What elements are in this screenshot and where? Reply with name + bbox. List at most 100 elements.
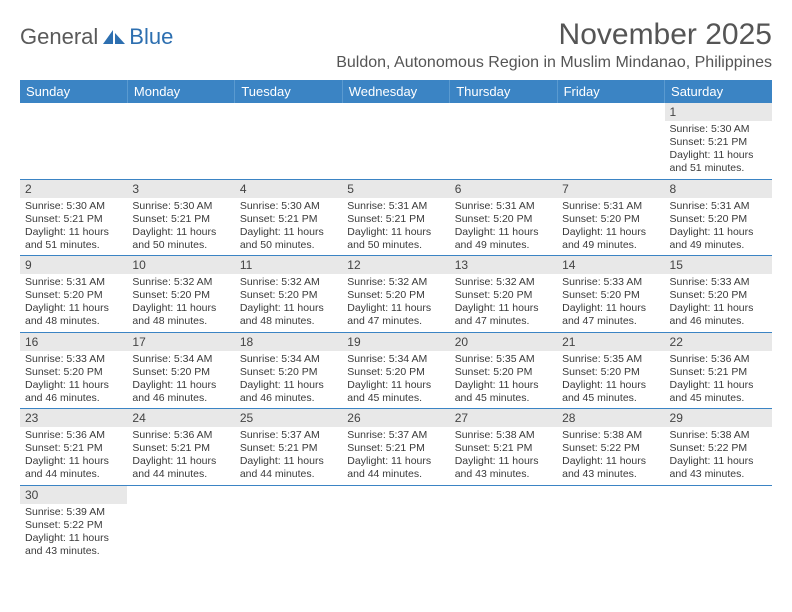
day-number: 23 [20,409,127,427]
calendar-cell: 2Sunrise: 5:30 AMSunset: 5:21 PMDaylight… [20,179,127,256]
day-info: Sunrise: 5:30 AMSunset: 5:21 PMDaylight:… [127,198,234,256]
day-number: 11 [235,256,342,274]
day-number: 21 [557,333,664,351]
calendar-row: 16Sunrise: 5:33 AMSunset: 5:20 PMDayligh… [20,332,772,409]
day-number: 8 [665,180,772,198]
day-info: Sunrise: 5:32 AMSunset: 5:20 PMDaylight:… [127,274,234,332]
calendar-cell [20,103,127,179]
calendar-row: 9Sunrise: 5:31 AMSunset: 5:20 PMDaylight… [20,256,772,333]
day-number: 14 [557,256,664,274]
day-info: Sunrise: 5:35 AMSunset: 5:20 PMDaylight:… [450,351,557,409]
calendar-row: 30Sunrise: 5:39 AMSunset: 5:22 PMDayligh… [20,485,772,561]
calendar-cell: 5Sunrise: 5:31 AMSunset: 5:21 PMDaylight… [342,179,449,256]
calendar-cell: 11Sunrise: 5:32 AMSunset: 5:20 PMDayligh… [235,256,342,333]
day-number: 12 [342,256,449,274]
weekday-header: Wednesday [342,80,449,103]
day-info: Sunrise: 5:33 AMSunset: 5:20 PMDaylight:… [20,351,127,409]
weekday-header: Tuesday [235,80,342,103]
day-info: Sunrise: 5:32 AMSunset: 5:20 PMDaylight:… [342,274,449,332]
day-number: 10 [127,256,234,274]
calendar-cell [450,103,557,179]
day-info: Sunrise: 5:34 AMSunset: 5:20 PMDaylight:… [342,351,449,409]
weekday-header: Saturday [665,80,772,103]
day-number: 16 [20,333,127,351]
weekday-header: Sunday [20,80,127,103]
day-number: 4 [235,180,342,198]
calendar-cell: 14Sunrise: 5:33 AMSunset: 5:20 PMDayligh… [557,256,664,333]
location-subtitle: Buldon, Autonomous Region in Muslim Mind… [20,54,772,72]
calendar-cell: 19Sunrise: 5:34 AMSunset: 5:20 PMDayligh… [342,332,449,409]
calendar-cell [342,485,449,561]
day-info: Sunrise: 5:34 AMSunset: 5:20 PMDaylight:… [235,351,342,409]
calendar-cell: 29Sunrise: 5:38 AMSunset: 5:22 PMDayligh… [665,409,772,486]
calendar-cell: 28Sunrise: 5:38 AMSunset: 5:22 PMDayligh… [557,409,664,486]
day-info: Sunrise: 5:30 AMSunset: 5:21 PMDaylight:… [20,198,127,256]
calendar-cell: 8Sunrise: 5:31 AMSunset: 5:20 PMDaylight… [665,179,772,256]
calendar-row: 23Sunrise: 5:36 AMSunset: 5:21 PMDayligh… [20,409,772,486]
day-info: Sunrise: 5:31 AMSunset: 5:20 PMDaylight:… [557,198,664,256]
calendar-cell [235,485,342,561]
day-number: 28 [557,409,664,427]
calendar-cell: 23Sunrise: 5:36 AMSunset: 5:21 PMDayligh… [20,409,127,486]
calendar-cell: 17Sunrise: 5:34 AMSunset: 5:20 PMDayligh… [127,332,234,409]
calendar-cell [557,103,664,179]
calendar-cell: 27Sunrise: 5:38 AMSunset: 5:21 PMDayligh… [450,409,557,486]
day-info: Sunrise: 5:31 AMSunset: 5:20 PMDaylight:… [20,274,127,332]
day-info: Sunrise: 5:35 AMSunset: 5:20 PMDaylight:… [557,351,664,409]
weekday-header: Thursday [450,80,557,103]
calendar-cell: 10Sunrise: 5:32 AMSunset: 5:20 PMDayligh… [127,256,234,333]
calendar-cell [450,485,557,561]
logo-sail-icon [101,28,127,46]
day-number: 26 [342,409,449,427]
calendar-cell: 3Sunrise: 5:30 AMSunset: 5:21 PMDaylight… [127,179,234,256]
day-number: 30 [20,486,127,504]
calendar-cell: 25Sunrise: 5:37 AMSunset: 5:21 PMDayligh… [235,409,342,486]
calendar-cell: 22Sunrise: 5:36 AMSunset: 5:21 PMDayligh… [665,332,772,409]
day-info: Sunrise: 5:37 AMSunset: 5:21 PMDaylight:… [342,427,449,485]
calendar-row: 2Sunrise: 5:30 AMSunset: 5:21 PMDaylight… [20,179,772,256]
calendar-cell: 15Sunrise: 5:33 AMSunset: 5:20 PMDayligh… [665,256,772,333]
day-info: Sunrise: 5:34 AMSunset: 5:20 PMDaylight:… [127,351,234,409]
day-info: Sunrise: 5:38 AMSunset: 5:22 PMDaylight:… [557,427,664,485]
day-info: Sunrise: 5:38 AMSunset: 5:21 PMDaylight:… [450,427,557,485]
calendar-cell [342,103,449,179]
calendar-cell: 13Sunrise: 5:32 AMSunset: 5:20 PMDayligh… [450,256,557,333]
day-info: Sunrise: 5:38 AMSunset: 5:22 PMDaylight:… [665,427,772,485]
calendar-cell: 21Sunrise: 5:35 AMSunset: 5:20 PMDayligh… [557,332,664,409]
day-info: Sunrise: 5:31 AMSunset: 5:20 PMDaylight:… [450,198,557,256]
logo-text-general: General [20,24,98,50]
day-number: 20 [450,333,557,351]
day-number: 9 [20,256,127,274]
calendar-cell: 16Sunrise: 5:33 AMSunset: 5:20 PMDayligh… [20,332,127,409]
calendar-cell: 1Sunrise: 5:30 AMSunset: 5:21 PMDaylight… [665,103,772,179]
day-info: Sunrise: 5:31 AMSunset: 5:20 PMDaylight:… [665,198,772,256]
calendar-cell [127,103,234,179]
day-number: 18 [235,333,342,351]
calendar-cell: 24Sunrise: 5:36 AMSunset: 5:21 PMDayligh… [127,409,234,486]
day-number: 5 [342,180,449,198]
calendar-cell: 9Sunrise: 5:31 AMSunset: 5:20 PMDaylight… [20,256,127,333]
day-number: 6 [450,180,557,198]
calendar-cell: 20Sunrise: 5:35 AMSunset: 5:20 PMDayligh… [450,332,557,409]
day-number: 29 [665,409,772,427]
day-number: 15 [665,256,772,274]
weekday-header-row: Sunday Monday Tuesday Wednesday Thursday… [20,80,772,103]
day-info: Sunrise: 5:36 AMSunset: 5:21 PMDaylight:… [127,427,234,485]
calendar-cell [235,103,342,179]
calendar-cell [665,485,772,561]
day-number: 7 [557,180,664,198]
day-info: Sunrise: 5:32 AMSunset: 5:20 PMDaylight:… [450,274,557,332]
day-info: Sunrise: 5:31 AMSunset: 5:21 PMDaylight:… [342,198,449,256]
day-info: Sunrise: 5:37 AMSunset: 5:21 PMDaylight:… [235,427,342,485]
calendar-cell: 18Sunrise: 5:34 AMSunset: 5:20 PMDayligh… [235,332,342,409]
day-number: 1 [665,103,772,121]
day-number: 25 [235,409,342,427]
day-number: 17 [127,333,234,351]
weekday-header: Friday [557,80,664,103]
day-number: 3 [127,180,234,198]
day-number: 22 [665,333,772,351]
weekday-header: Monday [127,80,234,103]
day-number: 2 [20,180,127,198]
calendar-cell: 26Sunrise: 5:37 AMSunset: 5:21 PMDayligh… [342,409,449,486]
calendar-row: 1Sunrise: 5:30 AMSunset: 5:21 PMDaylight… [20,103,772,179]
